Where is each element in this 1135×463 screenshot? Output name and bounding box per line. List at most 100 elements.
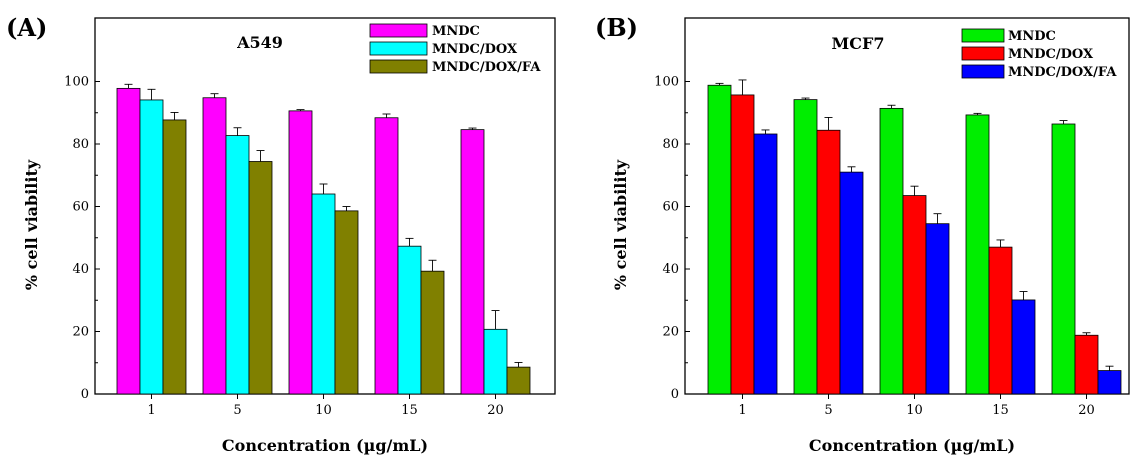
error-bars-layer: [715, 79, 1114, 371]
bar: [1097, 370, 1122, 395]
chart-title: MCF7: [832, 34, 885, 53]
error-bar: [738, 79, 747, 95]
error-bar: [468, 127, 477, 130]
bar: [334, 210, 359, 395]
legend-label: MNDC: [1008, 29, 1056, 44]
legend-swatch: [961, 64, 1005, 79]
error-bar: [124, 83, 133, 89]
error-bar: [428, 259, 437, 272]
y-tick-label: 100: [654, 75, 679, 90]
bar: [139, 99, 164, 395]
error-bar: [210, 93, 219, 98]
chart-title: A549: [236, 33, 283, 52]
bar: [902, 195, 927, 395]
bar: [753, 133, 778, 395]
error-bar: [824, 116, 833, 131]
x-tick-label: 10: [315, 403, 332, 418]
legend-swatch: [961, 46, 1005, 61]
bar: [1011, 299, 1036, 395]
bar: [225, 135, 250, 395]
error-bar: [319, 183, 328, 194]
error-bar: [296, 109, 305, 111]
x-axis-title: Concentration (µg/mL): [809, 436, 1015, 455]
error-bar: [233, 127, 242, 136]
bar: [420, 270, 445, 395]
y-axis-title: % cell viability: [22, 159, 41, 290]
error-bar: [715, 82, 724, 86]
x-axis-ticks: 1 5 10 15 20: [147, 394, 504, 418]
y-tick-label: 0: [81, 387, 89, 402]
bars-layer: [116, 87, 531, 395]
y-tick-label: 20: [72, 325, 89, 340]
y-tick-label: 40: [72, 262, 89, 277]
error-bar: [491, 310, 500, 330]
error-bar: [887, 104, 896, 109]
bar: [506, 366, 531, 395]
error-bar: [847, 166, 856, 173]
bar: [965, 114, 990, 395]
y-tick-label: 80: [72, 137, 89, 152]
error-bar: [342, 206, 351, 211]
legend-swatch: [369, 41, 428, 56]
x-axis-ticks: 1 5 10 15 20: [738, 394, 1095, 418]
y-tick-label: 60: [662, 200, 679, 215]
bar: [374, 117, 399, 395]
legend: MNDC MNDC/DOX MNDC/DOX/FA: [369, 23, 541, 75]
bar: [925, 223, 950, 395]
error-bar: [761, 129, 770, 134]
x-tick-label: 10: [906, 403, 923, 418]
legend-label: MNDC/DOX/FA: [432, 60, 541, 75]
x-axis-title: Concentration (µg/mL): [222, 436, 428, 455]
bar: [793, 99, 818, 395]
legend-label: MNDC/DOX: [432, 42, 518, 57]
legend-swatch: [369, 59, 428, 74]
x-tick-label: 15: [992, 403, 1009, 418]
bar: [483, 328, 508, 395]
bar: [248, 161, 273, 395]
bar: [202, 97, 227, 395]
error-bar: [256, 150, 265, 162]
error-bar: [1019, 291, 1028, 300]
error-bar: [973, 112, 982, 115]
legend: MNDC MNDC/DOX MNDC/DOX/FA: [961, 28, 1117, 80]
legend-label: MNDC: [432, 24, 480, 39]
error-bar: [382, 113, 391, 118]
error-bar: [1059, 120, 1068, 124]
y-tick-label: 0: [671, 387, 679, 402]
y-tick-label: 60: [72, 200, 89, 215]
bar: [116, 87, 141, 395]
error-bar: [405, 237, 414, 247]
bar: [311, 193, 336, 395]
error-bar: [1082, 332, 1091, 336]
y-axis-ticks: 0 20 40 60 80 100: [64, 75, 100, 402]
legend-label: MNDC/DOX: [1008, 47, 1094, 62]
y-tick-label: 40: [662, 262, 679, 277]
legend-swatch: [961, 28, 1005, 43]
x-tick-label: 1: [738, 403, 746, 418]
bar: [1074, 334, 1099, 395]
x-tick-label: 5: [233, 403, 241, 418]
x-tick-label: 20: [1078, 403, 1095, 418]
bar: [816, 129, 841, 395]
error-bar: [910, 185, 919, 196]
bar: [1051, 123, 1076, 395]
error-bar: [801, 97, 810, 100]
y-tick-label: 20: [662, 325, 679, 340]
error-bar: [147, 88, 156, 100]
y-axis-ticks: 0 20 40 60 80 100: [654, 75, 690, 402]
bar: [162, 119, 187, 395]
legend-swatch: [369, 23, 428, 38]
y-tick-label: 100: [64, 75, 89, 90]
bar: [879, 107, 904, 395]
legend-label: MNDC/DOX/FA: [1008, 65, 1117, 80]
y-axis-title: % cell viability: [611, 159, 630, 290]
bar: [397, 245, 422, 395]
x-tick-label: 15: [401, 403, 418, 418]
bar: [288, 110, 313, 395]
error-bar: [996, 239, 1005, 248]
error-bars-layer: [124, 83, 523, 368]
bar: [839, 171, 864, 395]
